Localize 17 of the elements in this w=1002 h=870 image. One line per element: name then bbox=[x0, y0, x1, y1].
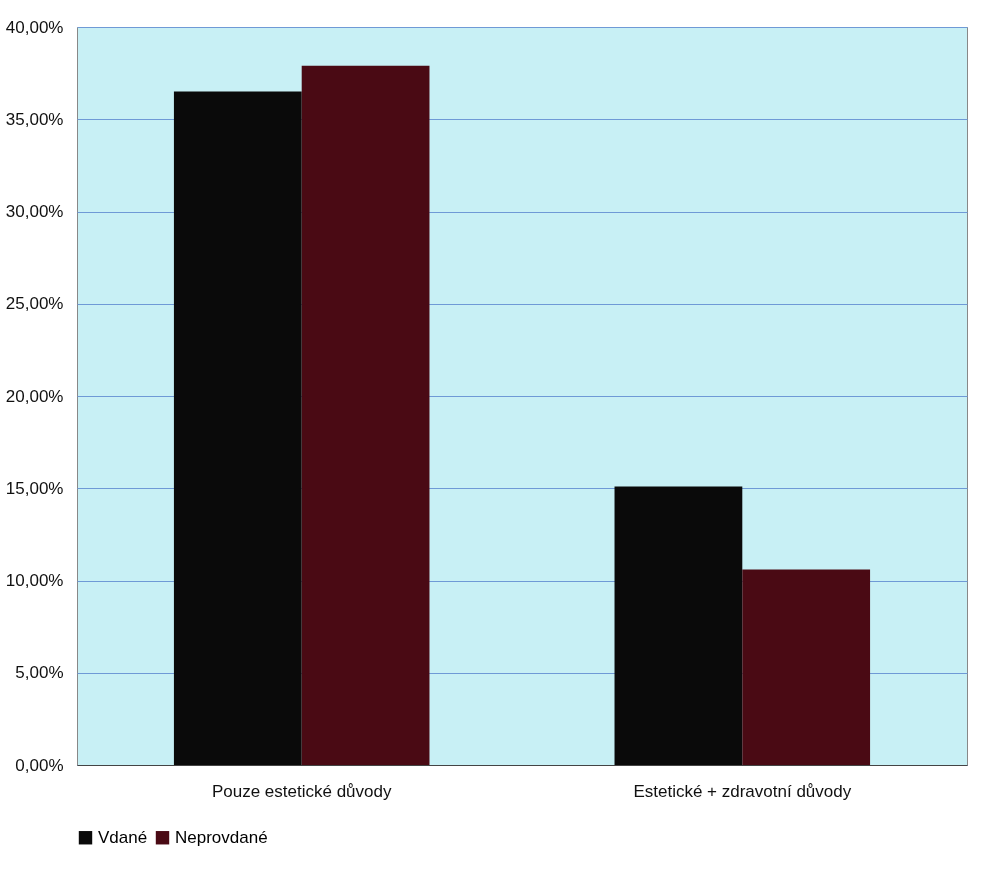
y-tick-label: 20,00% bbox=[5, 386, 64, 406]
y-tick-label: 5,00% bbox=[15, 663, 64, 683]
bar bbox=[742, 569, 871, 765]
bar bbox=[173, 91, 302, 765]
x-tick-label: Estetické + zdravotní důvody bbox=[633, 781, 852, 801]
bar bbox=[301, 65, 430, 765]
y-tick-label: 10,00% bbox=[5, 571, 64, 590]
bar bbox=[614, 486, 743, 765]
y-tick-label: 40,00% bbox=[5, 17, 64, 37]
y-tick-label: 25,00% bbox=[5, 294, 64, 314]
y-tick-label: 30,00% bbox=[5, 202, 64, 221]
y-tick-label: 15,00% bbox=[5, 478, 64, 498]
legend-label: Vdané bbox=[98, 827, 148, 847]
x-tick-label: Pouze estetické důvody bbox=[211, 781, 392, 801]
y-tick-label: 35,00% bbox=[5, 109, 64, 129]
y-tick-label: 0,00% bbox=[15, 755, 64, 775]
legend-label: Neprovdané bbox=[175, 827, 268, 847]
